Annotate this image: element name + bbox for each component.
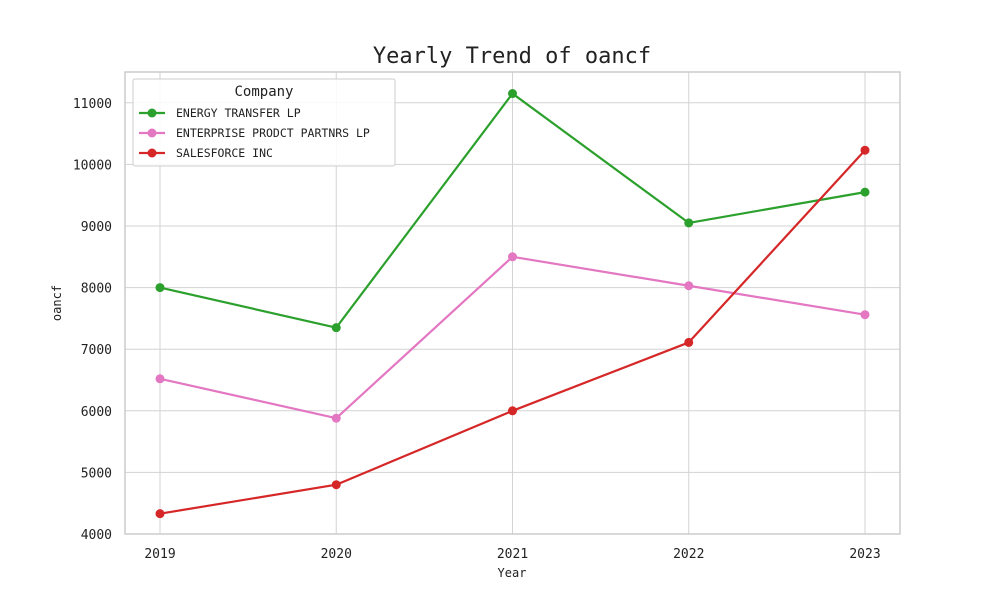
y-axis-ticks: 4000 5000 6000 7000 8000 9000 10000 11000	[73, 97, 112, 543]
data-point	[331, 413, 341, 423]
data-point	[155, 509, 165, 519]
y-tick-label: 5000	[81, 466, 112, 481]
x-tick-label: 2023	[849, 547, 880, 562]
x-tick-label: 2021	[497, 547, 528, 562]
data-point	[860, 310, 870, 320]
y-tick-label: 10000	[73, 158, 112, 173]
data-point	[508, 89, 517, 99]
x-tick-label: 2020	[321, 547, 352, 562]
legend-box	[132, 78, 396, 167]
legend-title: Company	[234, 84, 293, 100]
data-point	[331, 480, 341, 490]
x-axis-label: Year	[498, 566, 527, 580]
y-tick-label: 8000	[81, 282, 112, 297]
data-point	[684, 337, 694, 347]
legend-item: ENERGY TRANSFER LP	[139, 106, 301, 120]
y-axis-label: oancf	[50, 285, 64, 321]
series-enterprise-prodct-partnrs-lp	[155, 252, 870, 423]
data-point	[860, 145, 870, 155]
y-tick-label: 7000	[81, 343, 112, 358]
legend-label: ENERGY TRANSFER LP	[176, 106, 301, 120]
legend-marker	[147, 148, 157, 158]
plot-area	[124, 71, 901, 535]
legend: Company ENERGY TRANSFER LP ENTERPRISE PRO…	[132, 78, 396, 167]
data-point	[508, 252, 517, 262]
data-point	[331, 323, 341, 333]
data-point	[860, 187, 870, 197]
data-point	[155, 283, 165, 293]
legend-marker	[147, 108, 157, 118]
y-tick-label: 9000	[81, 220, 112, 235]
legend-label: ENTERPRISE PRODCT PARTNRS LP	[176, 126, 370, 140]
y-tick-label: 4000	[81, 528, 112, 543]
legend-item: ENTERPRISE PRODCT PARTNRS LP	[139, 126, 370, 140]
data-point	[155, 374, 165, 384]
data-point	[684, 218, 694, 228]
y-tick-label: 11000	[73, 97, 112, 112]
series-lines	[155, 89, 870, 519]
data-point	[508, 406, 517, 416]
x-tick-label: 2022	[673, 547, 704, 562]
x-axis-ticks: 2019 2020 2021 2022 2023	[144, 547, 880, 562]
chart-title: Yearly Trend of oancf	[373, 44, 651, 69]
x-tick-label: 2019	[144, 547, 175, 562]
legend-label: SALESFORCE INC	[176, 146, 273, 160]
y-tick-label: 6000	[81, 405, 112, 420]
legend-items: ENERGY TRANSFER LP ENTERPRISE PRODCT PART…	[139, 106, 370, 160]
legend-marker	[147, 128, 157, 138]
series-salesforce-inc	[155, 145, 870, 519]
series-energy-transfer-lp	[155, 89, 870, 333]
data-point	[684, 281, 694, 291]
legend-item: SALESFORCE INC	[139, 146, 273, 160]
